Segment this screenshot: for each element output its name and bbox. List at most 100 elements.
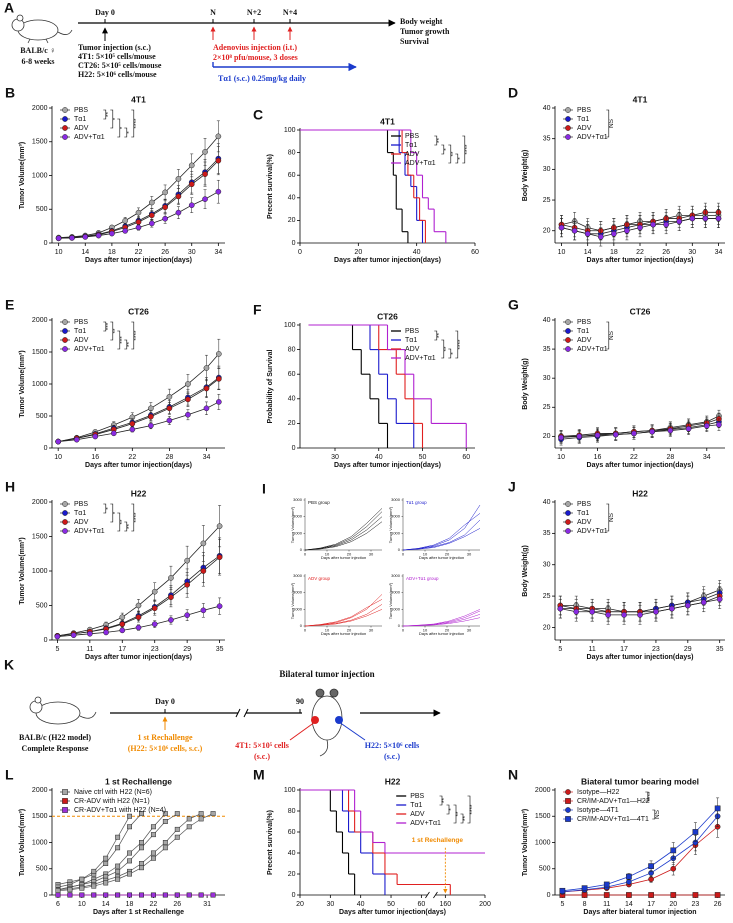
data-point [653, 608, 659, 615]
y-tick-label: 2000 [391, 514, 401, 519]
y-tick-label: 1000 [391, 606, 401, 611]
significance-label: * [126, 131, 133, 134]
legend-marker [62, 789, 68, 795]
significance-label: ** [119, 519, 126, 525]
x-tick-label: 10 [55, 249, 63, 256]
data-point [174, 892, 180, 898]
data-point [162, 811, 168, 817]
legend-marker [565, 328, 571, 334]
significance-label: ** [105, 112, 112, 118]
data-point [610, 230, 617, 237]
data-point [162, 845, 168, 851]
data-point [175, 193, 182, 200]
y-tick-label: 3000 [293, 573, 303, 578]
x-tick-label: 5 [558, 646, 562, 653]
y-tick-label: 0 [292, 240, 296, 247]
legend-label: PBS [74, 319, 88, 326]
rechallenge: 1 st Rechallenge [137, 733, 193, 742]
mouse-icon [29, 696, 97, 725]
legend-label: Tα1 [410, 802, 422, 809]
x-tick-label: 10 [325, 628, 330, 633]
data-point [185, 396, 191, 403]
data-point [702, 215, 709, 222]
annotation: 1 st Rechallenge [412, 837, 464, 844]
legend-marker [565, 116, 571, 122]
day-label: Day 0 [95, 8, 115, 17]
data-point [200, 607, 207, 614]
data-point [215, 133, 222, 140]
chart-title: CT26 [630, 306, 651, 316]
data-point [714, 892, 721, 898]
data-point [69, 235, 75, 241]
data-point [119, 614, 126, 621]
data-point [648, 876, 654, 883]
outcome: Survival [400, 37, 430, 46]
data-point [151, 621, 158, 627]
data-point [162, 892, 168, 898]
x-tick-label: 60 [417, 901, 425, 908]
y-axis-label: Tumor Volume(mm³) [290, 582, 295, 619]
y-tick-label: 2000 [32, 787, 48, 794]
data-point [148, 405, 154, 412]
x-tick-label: 29 [183, 646, 191, 653]
individual-line [304, 516, 383, 551]
y-axis-label: Body Weight(g) [522, 150, 529, 202]
legend-label: PBS [410, 793, 424, 800]
x-tick-label: 14 [81, 249, 89, 256]
data-point [92, 433, 99, 440]
right-tumor: H22: 5×10⁶ cells [365, 741, 420, 750]
data-point [184, 612, 191, 619]
y-tick-label: 1000 [32, 568, 48, 575]
y-tick-label: 0 [547, 892, 551, 899]
significance-label: ** [126, 524, 133, 530]
legend-label: ADV+Tα1 [405, 160, 436, 167]
data-point [127, 850, 133, 856]
significance-bracket [131, 503, 135, 532]
x-tick-label: 200 [479, 901, 491, 908]
data-point [127, 892, 133, 898]
y-tick-label: 1500 [32, 813, 48, 820]
significance-label: * [119, 126, 126, 129]
data-point [129, 420, 136, 427]
legend-marker [62, 510, 68, 516]
x-axis-label: Days after tumor injection [419, 631, 464, 636]
significance-label: NS [608, 330, 615, 340]
significance-bracket [455, 330, 459, 359]
series-line [58, 353, 220, 442]
y-tick-label: 0 [300, 623, 303, 628]
y-tick-label: 20 [288, 217, 296, 224]
legend-label: ADV [577, 337, 592, 344]
data-point [594, 432, 601, 439]
x-tick-label: 0 [402, 628, 405, 633]
x-tick-label: 10 [54, 454, 62, 461]
y-tick-label: 80 [288, 346, 296, 353]
dose: CT26: 5×10⁵ cells/mouse [78, 61, 162, 70]
significance-label: **** [464, 144, 471, 155]
data-point [150, 832, 156, 838]
adeno: Adenovius injection (i.t.) [213, 43, 297, 52]
data-point [175, 209, 182, 216]
subchart-title: Tα1 group [406, 500, 427, 505]
data-point [202, 196, 208, 202]
data-point [184, 557, 191, 564]
x-axis-label: Days after tumor injection(days) [339, 909, 446, 916]
data-point [186, 892, 192, 898]
legend-marker [62, 328, 68, 334]
schema-a: A BALB/c ♀ 6-8 weeks Day 0 N N+2 N+4 Bod… [4, 0, 450, 83]
data-point [650, 221, 656, 228]
legend-label: ADV+Tα1 [577, 346, 608, 353]
data-point [716, 596, 723, 603]
data-point [603, 881, 610, 888]
y-tick-label: 40 [543, 499, 551, 506]
x-tick-label: 34 [214, 249, 222, 256]
legend-label: PBS [74, 501, 88, 508]
y-tick-label: 100 [284, 322, 296, 329]
x-tick-label: 8 [583, 901, 587, 908]
data-point [139, 845, 144, 851]
significance-bracket [117, 512, 121, 532]
data-point [150, 824, 156, 830]
data-point [135, 209, 142, 216]
x-axis-label: Days after tumor injection(days) [85, 257, 192, 264]
y-tick-label: 25 [543, 197, 551, 204]
